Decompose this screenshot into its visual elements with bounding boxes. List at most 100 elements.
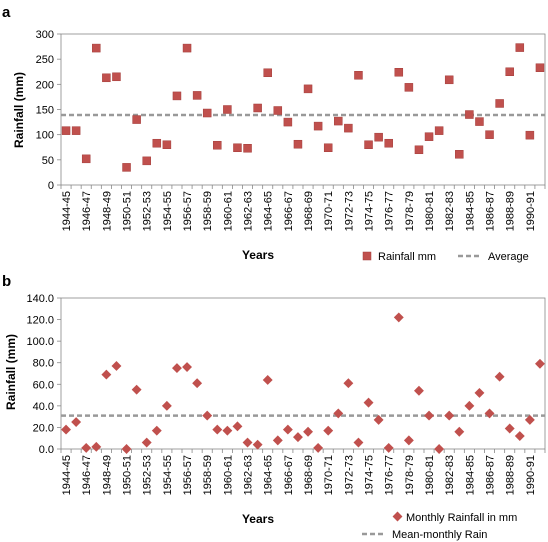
data-point bbox=[444, 75, 454, 85]
x-tick-label: 1970-71 bbox=[323, 455, 335, 495]
data-point bbox=[152, 138, 162, 148]
legend-square-marker-icon bbox=[362, 251, 372, 261]
panel-a-label: a bbox=[2, 4, 11, 21]
y-tick-label: 100 bbox=[36, 130, 54, 142]
x-tick-label: 1984-85 bbox=[464, 455, 476, 495]
data-point bbox=[243, 144, 252, 153]
data-point bbox=[535, 358, 545, 369]
panel-a-plot-area bbox=[60, 33, 546, 186]
data-point bbox=[61, 126, 71, 135]
data-point bbox=[112, 72, 121, 82]
data-point bbox=[485, 130, 494, 139]
data-point bbox=[414, 145, 424, 155]
x-tick-label: 1978-79 bbox=[404, 191, 416, 231]
data-point bbox=[323, 425, 334, 436]
data-point bbox=[504, 423, 515, 434]
data-point bbox=[223, 105, 232, 114]
panel-b-x-ticks: 1944-45 1946-47 1948-49 1950-51 1952-53 1954-… bbox=[60, 449, 546, 495]
data-point bbox=[494, 371, 505, 382]
data-point bbox=[434, 126, 444, 135]
data-point bbox=[424, 410, 434, 421]
data-point bbox=[465, 110, 474, 119]
data-point bbox=[293, 139, 303, 149]
data-point bbox=[232, 421, 243, 432]
data-point bbox=[303, 426, 313, 437]
data-point bbox=[393, 312, 404, 323]
y-tick-label: 120.0 bbox=[26, 315, 54, 327]
data-point bbox=[182, 362, 192, 372]
x-tick-label: 1944-45 bbox=[61, 455, 73, 495]
x-tick-label: 1988-89 bbox=[505, 455, 517, 495]
data-point bbox=[293, 432, 303, 443]
x-tick-label: 1984-85 bbox=[464, 191, 476, 231]
data-point bbox=[404, 83, 414, 92]
data-point bbox=[354, 71, 363, 80]
panel-b-data-points bbox=[61, 312, 545, 454]
data-point bbox=[495, 99, 504, 108]
data-point bbox=[475, 117, 484, 126]
data-point bbox=[132, 115, 141, 124]
data-point bbox=[131, 384, 142, 395]
y-tick-label: 0 bbox=[48, 180, 54, 192]
y-tick-label: 250 bbox=[36, 54, 54, 66]
data-point bbox=[505, 67, 514, 76]
data-point bbox=[455, 150, 464, 159]
data-point bbox=[182, 43, 192, 53]
y-tick-label: 80.0 bbox=[33, 358, 54, 370]
x-tick-label: 1958-59 bbox=[202, 191, 214, 231]
y-tick-label: 50 bbox=[42, 155, 54, 167]
data-point bbox=[373, 414, 384, 425]
data-point bbox=[102, 73, 111, 83]
panel-b-legend: Monthly Rainfall in mm Mean-monthly Rain bbox=[362, 511, 517, 541]
data-point bbox=[81, 154, 91, 164]
data-point bbox=[122, 163, 131, 172]
x-tick-label: 1968-69 bbox=[303, 455, 315, 495]
x-tick-label: 1946-47 bbox=[81, 191, 93, 231]
x-tick-label: 1948-49 bbox=[101, 455, 113, 495]
x-tick-label: 1988-89 bbox=[505, 191, 517, 231]
legend-label-monthly-rainfall: Monthly Rainfall in mm bbox=[406, 512, 517, 524]
panel-a-x-axis-title: Years bbox=[242, 248, 274, 262]
y-tick-label: 60.0 bbox=[33, 379, 54, 391]
data-point bbox=[262, 375, 273, 385]
x-tick-label: 1952-53 bbox=[142, 191, 154, 231]
x-tick-label: 1948-49 bbox=[101, 191, 113, 231]
data-point bbox=[172, 363, 182, 374]
panel-b-chart: b 0.0 20.0 40.0 60.0 80.0 100.0 120.0 140.0 194… bbox=[2, 273, 546, 541]
panel-b-x-axis-title: Years bbox=[242, 512, 274, 526]
y-tick-label: 20.0 bbox=[33, 422, 54, 434]
y-tick-label: 150 bbox=[36, 105, 54, 117]
panel-a-y-axis-title: Rainfall (mm) bbox=[12, 72, 26, 148]
x-tick-label: 1958-59 bbox=[202, 455, 214, 495]
y-tick-label: 40.0 bbox=[33, 401, 54, 413]
x-tick-label: 1964-65 bbox=[263, 191, 275, 231]
legend-label-rainfall: Rainfall mm bbox=[378, 251, 436, 263]
data-point bbox=[202, 108, 212, 118]
panel-a-chart: a 0 50 100 150 200 250 300 1944-45 1946-47 1948-… bbox=[2, 4, 546, 263]
data-point bbox=[272, 435, 283, 446]
y-tick-label: 100.0 bbox=[26, 336, 54, 348]
data-point bbox=[363, 397, 374, 408]
x-tick-label: 1986-87 bbox=[485, 455, 497, 495]
data-point bbox=[464, 400, 475, 411]
data-point bbox=[343, 378, 354, 389]
x-tick-label: 1960-61 bbox=[222, 191, 234, 231]
data-point bbox=[434, 444, 445, 454]
data-point bbox=[242, 437, 253, 448]
data-point bbox=[192, 378, 203, 389]
data-point bbox=[364, 140, 373, 149]
panel-b-y-ticks: 0.0 20.0 40.0 60.0 80.0 100.0 120.0 140.0 bbox=[26, 293, 61, 456]
x-tick-label: 1962-63 bbox=[243, 191, 255, 231]
legend-label-average: Average bbox=[488, 251, 529, 263]
x-tick-label: 1986-87 bbox=[485, 191, 497, 231]
data-point bbox=[374, 132, 383, 142]
x-tick-label: 1952-53 bbox=[142, 455, 154, 495]
x-tick-label: 1968-69 bbox=[303, 191, 315, 231]
x-tick-label: 1980-81 bbox=[424, 455, 436, 495]
x-tick-label: 1954-55 bbox=[162, 191, 174, 231]
y-tick-label: 140.0 bbox=[26, 293, 54, 305]
x-tick-label: 1978-79 bbox=[404, 455, 416, 495]
data-point bbox=[161, 400, 172, 411]
data-point bbox=[403, 435, 414, 446]
